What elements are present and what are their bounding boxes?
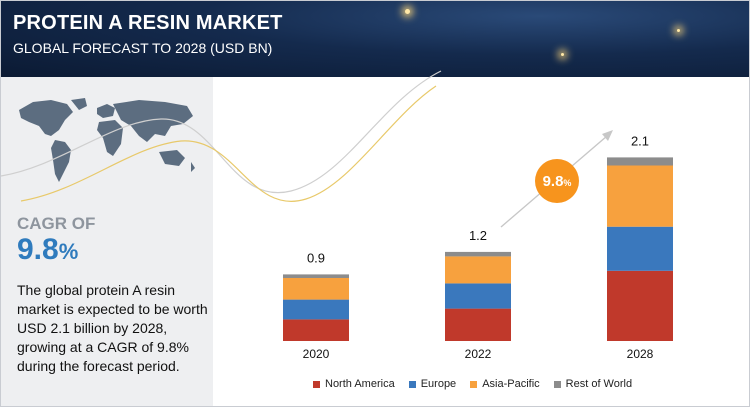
bar-segment-rest-of-world-2020 — [283, 274, 349, 278]
cagr-badge-unit: % — [563, 178, 571, 188]
bar-segment-asia-pacific-2022 — [445, 256, 511, 284]
chart-legend: North America Europe Asia-Pacific Rest of W… — [313, 378, 646, 390]
page-title: PROTEIN A RESIN MARKET — [13, 12, 283, 34]
cagr-number: 9.8 — [17, 233, 59, 266]
cagr-badge-text: 9.8% — [543, 173, 572, 190]
x-tick-label-2028: 2028 — [627, 347, 654, 361]
decorative-swoosh — [20, 85, 437, 202]
decorative-swoosh — [1, 70, 442, 194]
legend-item-north-america: North America — [313, 378, 395, 390]
total-label-2028: 2.1 — [631, 133, 649, 148]
bar-segment-north-america-2020 — [283, 319, 349, 341]
cagr-badge — [535, 159, 579, 203]
bar-segment-europe-2028 — [607, 226, 673, 271]
bar-segment-europe-2022 — [445, 283, 511, 309]
page-subtitle: GLOBAL FORECAST TO 2028 (USD BN) — [13, 40, 273, 56]
legend-swatch — [553, 380, 561, 388]
legend-label: Europe — [420, 378, 457, 390]
world-map-icon — [19, 98, 195, 182]
bar-segment-north-america-2022 — [445, 308, 511, 341]
legend-item-rest-of-world: Rest of World — [553, 378, 633, 390]
cagr-label: CAGR OF — [17, 214, 96, 233]
legend-label: North America — [325, 378, 395, 390]
bar-segment-europe-2020 — [283, 299, 349, 320]
bar-segment-rest-of-world-2028 — [607, 157, 673, 166]
bar-segment-asia-pacific-2020 — [283, 278, 349, 300]
total-label-2022: 1.2 — [469, 228, 487, 243]
legend-label: Asia-Pacific — [482, 378, 540, 390]
legend-swatch — [408, 380, 416, 388]
legend-label: Rest of World — [565, 378, 633, 390]
cagr-badge-number: 9.8 — [543, 173, 564, 190]
legend-swatch — [313, 380, 320, 388]
legend-item-asia-pacific: Asia-Pacific — [470, 378, 540, 390]
legend-swatch — [470, 380, 478, 388]
header-banner: PROTEIN A RESIN MARKET GLOBAL FORECAST T… — [1, 1, 749, 77]
x-tick-label-2022: 2022 — [465, 347, 492, 361]
light-glow — [677, 29, 680, 32]
legend-item-europe: Europe — [408, 378, 457, 390]
bar-segment-asia-pacific-2028 — [607, 165, 673, 227]
total-label-2020: 0.9 — [307, 250, 325, 265]
light-glow — [561, 53, 564, 56]
cagr-value: 9.8% — [17, 233, 78, 267]
growth-arrow-head — [602, 130, 613, 141]
cagr-unit: % — [58, 239, 79, 264]
x-tick-label-2020: 2020 — [303, 347, 330, 361]
bar-segment-north-america-2028 — [607, 270, 673, 341]
bar-segment-rest-of-world-2022 — [445, 251, 511, 257]
light-glow — [405, 9, 410, 14]
summary-description: The global protein A resin market is exp… — [17, 282, 208, 374]
